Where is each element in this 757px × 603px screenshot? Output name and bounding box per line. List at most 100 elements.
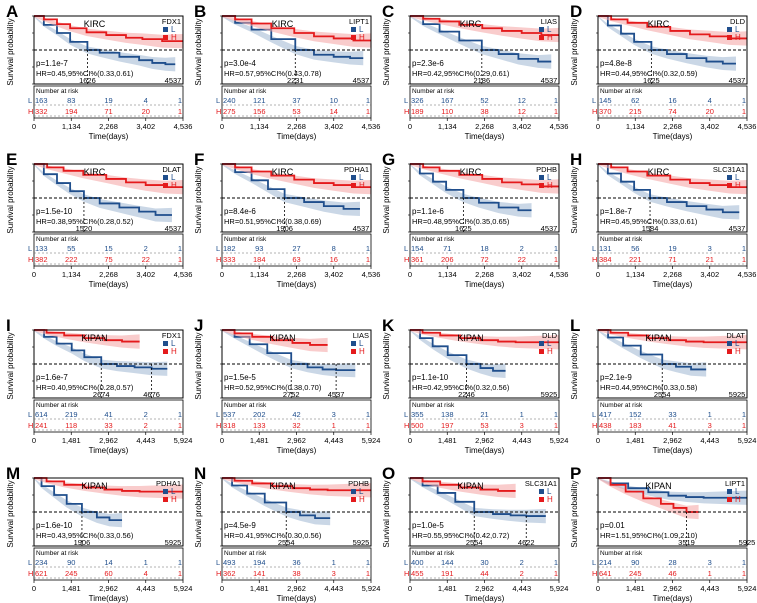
risk-value-l: 4 [708,96,712,105]
risk-row-label-l: L [28,96,32,105]
ci-band-l [222,330,356,378]
risk-value-l: 355 [411,410,424,419]
panel-letter: H [570,150,582,169]
hazard-ratio: HR=0.55,95%CI%(0.42,0.72) [412,531,510,540]
median-value-h: 5925 [541,390,558,399]
x-tick-label: 0 [408,270,412,279]
gene-label: LIPT1 [725,479,745,488]
x-tick-label: 1,134 [438,270,457,279]
x-tick-label: 0 [220,584,224,593]
x-tick-label: 1,481 [250,584,269,593]
x-tick-label: 2,268 [475,270,494,279]
risk-value-l: 16 [668,96,676,105]
risk-value-h: 4 [144,569,148,578]
median-value-l: 1520 [76,224,93,233]
survival-curve-h [598,477,699,513]
risk-value-l: 36 [292,558,300,567]
risk-value-h: 41 [668,421,676,430]
x-tick-label: 2,962 [475,584,494,593]
x-tick-label: 1,481 [250,436,269,445]
risk-row-label-l: L [404,96,408,105]
risk-table-title: Number at risk [412,88,455,95]
x-tick-label: 5,924 [174,436,193,445]
legend-label-l: L [171,339,176,348]
median-value-l: 1584 [642,224,659,233]
risk-value-l: 138 [441,410,454,419]
x-tick-label: 2,268 [663,122,682,131]
x-axis-label: Time(days) [653,280,693,289]
risk-value-h: 621 [35,569,48,578]
risk-value-l: 3 [332,410,336,419]
risk-value-h: 21 [706,255,714,264]
risk-row-label-h: H [404,107,409,116]
x-tick-label: 3,402 [324,122,343,131]
risk-table-title: Number at risk [600,88,643,95]
x-axis-label: Time(days) [653,594,693,603]
risk-value-h: 1 [742,255,746,264]
risk-value-h: 1 [366,255,370,264]
survival-curve-h [598,15,747,40]
survival-curve-h [34,15,183,43]
risk-value-l: 90 [67,558,75,567]
ci-band-l [34,478,123,528]
ci-band-l [222,478,331,526]
risk-value-h: 1 [332,421,336,430]
survival-curve-h [410,477,516,492]
risk-value-l: 1 [366,410,370,419]
legend-label-l: L [171,25,176,34]
risk-row-label-l: L [216,244,220,253]
risk-row-label-l: L [28,558,32,567]
panel-letter: L [570,316,580,335]
survival-curve-h [34,477,183,493]
cohort-title: KIPAN [457,333,483,343]
risk-table-title: Number at risk [224,550,267,557]
gene-label: DLAT [726,331,745,340]
x-tick-label: 3,402 [700,270,719,279]
risk-row-label-h: H [28,107,33,116]
median-value-h: 4537 [165,76,182,85]
x-tick-label: 4,443 [512,584,531,593]
risk-value-l: 30 [480,558,488,567]
risk-value-h: 275 [223,107,236,116]
x-axis-label: Time(days) [277,594,317,603]
legend-swatch-h [163,183,168,188]
legend-swatch-l [163,175,168,180]
panel-letter: P [570,464,581,483]
legend-swatch-l [163,27,168,32]
risk-value-l: 93 [255,244,263,253]
risk-value-l: 1 [742,558,746,567]
legend-label-h: H [359,495,365,504]
legend-swatch-h [727,497,732,502]
x-tick-label: 5,924 [362,436,381,445]
median-value-h: 4537 [541,76,558,85]
median-value-l: 2186 [473,76,490,85]
risk-value-l: 42 [292,410,300,419]
x-tick-label: 4,536 [550,122,569,131]
risk-value-h: 72 [480,255,488,264]
x-tick-label: 2,962 [99,436,118,445]
x-tick-label: 0 [32,584,36,593]
x-tick-label: 4,443 [324,584,343,593]
risk-value-l: 1 [332,558,336,567]
risk-value-l: 15 [104,244,112,253]
risk-value-h: 118 [65,421,77,430]
risk-value-h: 1 [742,421,746,430]
legend-label-l: L [359,487,364,496]
legend-swatch-l [727,27,732,32]
risk-value-h: 110 [441,107,453,116]
risk-value-h: 1 [366,569,370,578]
risk-value-h: 222 [65,255,78,264]
risk-value-h: 245 [629,569,642,578]
median-value-h: 4537 [729,224,746,233]
median-value-l: 2674 [93,390,110,399]
legend-label-h: H [171,347,177,356]
x-tick-label: 0 [32,270,36,279]
x-tick-label: 1,134 [626,270,645,279]
risk-value-h: 33 [104,421,112,430]
x-tick-label: 1,134 [250,122,269,131]
survival-curve-l [410,15,552,63]
survival-curve-h [222,15,371,42]
legend-swatch-l [727,341,732,346]
risk-row-label-h: H [404,569,409,578]
